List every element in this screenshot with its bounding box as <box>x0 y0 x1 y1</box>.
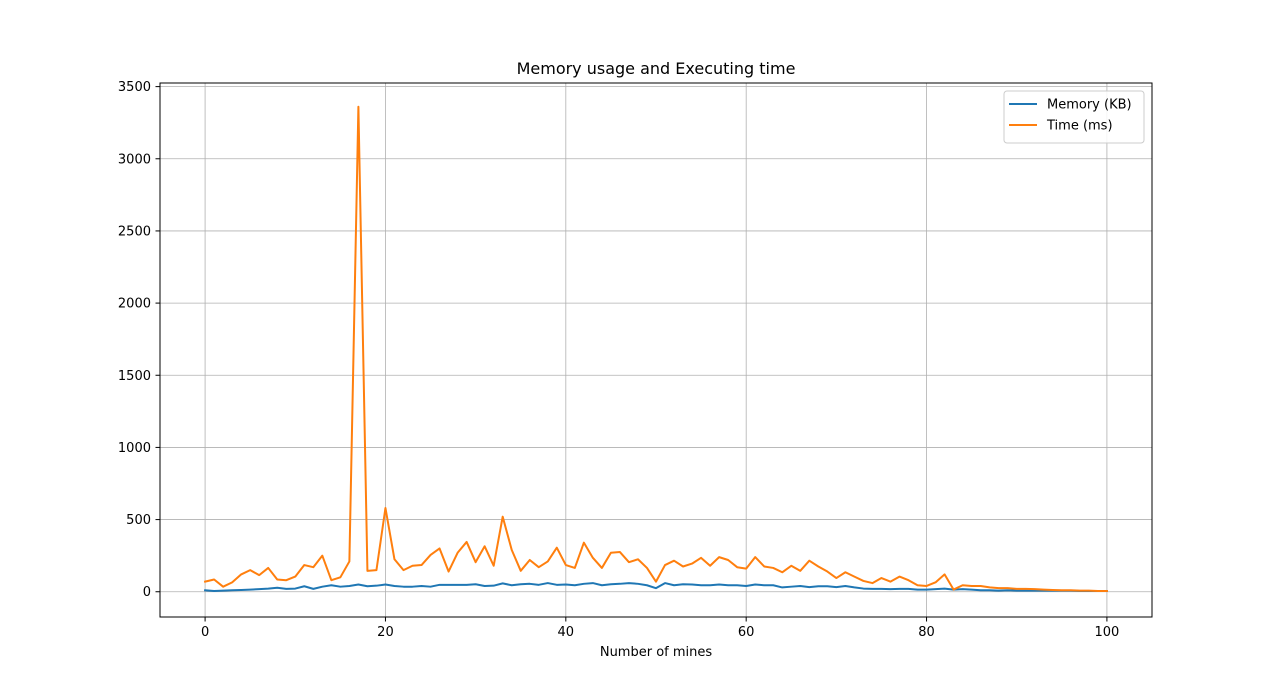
series-line-time <box>203 105 1108 593</box>
x-tick-label: 0 <box>201 625 209 640</box>
plot-frame <box>159 82 1153 618</box>
legend-label-time: Time (ms) <box>1046 119 1113 134</box>
x-tick-label: 60 <box>738 625 755 640</box>
y-tick-label: 2000 <box>118 297 151 312</box>
x-axis-title: Number of mines <box>600 645 713 660</box>
chart-title: Memory usage and Executing time <box>517 59 796 78</box>
y-tick-label: 500 <box>126 513 151 528</box>
x-tick-label: 20 <box>377 625 394 640</box>
y-tick-label: 3000 <box>118 152 151 167</box>
x-tick-label: 80 <box>918 625 935 640</box>
x-tick-label: 40 <box>558 625 575 640</box>
legend-label-memory: Memory (KB) <box>1047 98 1132 113</box>
series-layer <box>203 105 1108 593</box>
x-tick-label: 100 <box>1094 625 1119 640</box>
series-line-memory <box>204 582 1108 593</box>
y-tick-label: 1500 <box>118 369 151 384</box>
legend: Memory (KB) Time (ms) <box>1003 90 1145 144</box>
y-tick-label: 1000 <box>118 441 151 456</box>
y-tick-label: 2500 <box>118 224 151 239</box>
grid <box>160 83 1152 617</box>
y-tick-label: 3500 <box>118 80 151 95</box>
y-tick-label: 0 <box>143 585 151 600</box>
legend-box <box>1003 90 1145 144</box>
